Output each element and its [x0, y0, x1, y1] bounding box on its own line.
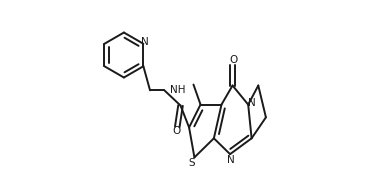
Text: S: S — [189, 158, 196, 168]
Text: N: N — [248, 98, 256, 108]
Text: O: O — [172, 126, 180, 136]
Text: NH: NH — [170, 85, 186, 95]
Text: N: N — [141, 37, 149, 47]
Text: O: O — [229, 55, 237, 65]
Text: N: N — [227, 155, 235, 165]
